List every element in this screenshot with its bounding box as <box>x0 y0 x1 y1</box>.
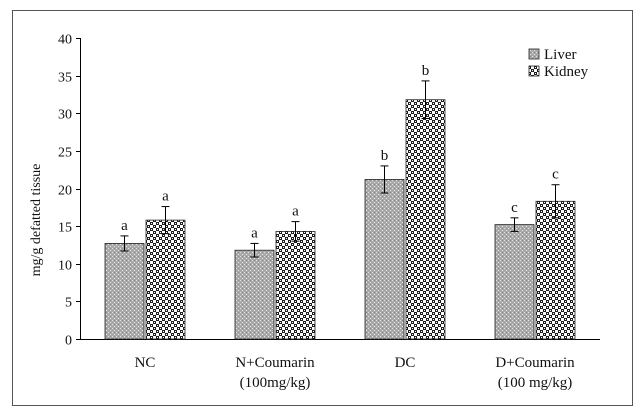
significance-label: a <box>251 225 258 241</box>
legend-label-liver: Liver <box>544 47 576 63</box>
y-tick-label: 25 <box>58 146 72 161</box>
y-tick-label: 15 <box>58 221 72 236</box>
bar-kidney <box>275 230 316 340</box>
bar-kidney <box>535 200 576 340</box>
significance-label: c <box>511 200 518 216</box>
significance-label: a <box>162 189 169 205</box>
y-tick-label: 20 <box>58 184 72 199</box>
error-bars <box>120 80 560 258</box>
significance-labels: a a a a b b c c <box>121 63 559 242</box>
bars <box>104 99 576 340</box>
category-label: (100mg/kg) <box>240 375 311 391</box>
legend-label-kidney: Kidney <box>544 64 589 80</box>
category-label: D+Coumarin <box>495 355 575 371</box>
y-tick-label: 5 <box>65 296 72 311</box>
bar-liver <box>364 179 405 340</box>
category-labels: NC N+Coumarin (100mg/kg) DC D+Coumarin (100 m… <box>135 355 576 391</box>
bar-kidney <box>145 219 186 340</box>
category-label: N+Coumarin <box>235 355 315 371</box>
y-tick-label: 10 <box>58 259 72 274</box>
y-tick-label: 35 <box>58 71 72 86</box>
y-tick-label: 30 <box>58 108 72 123</box>
y-tick-labels: 0 5 10 15 20 25 30 35 40 <box>58 33 72 349</box>
category-label: DC <box>395 355 416 371</box>
y-axis-label: mg/g defatted tissue <box>29 164 44 277</box>
bar-liver <box>104 243 145 340</box>
category-label: (100 mg/kg) <box>498 375 573 391</box>
bar-liver <box>234 249 275 340</box>
significance-label: c <box>552 167 559 183</box>
y-axis <box>76 38 600 340</box>
y-tick-label: 40 <box>58 33 72 48</box>
outer-frame <box>12 10 633 406</box>
significance-label: a <box>121 218 128 234</box>
significance-label: b <box>422 63 430 79</box>
bar-liver <box>494 224 535 340</box>
legend-swatch-kidney <box>528 65 540 77</box>
legend-swatch-liver <box>528 48 540 60</box>
significance-label: a <box>292 204 299 220</box>
significance-label: b <box>381 148 389 164</box>
bar-kidney <box>405 99 446 340</box>
y-tick-label: 0 <box>65 334 72 349</box>
category-label: NC <box>135 355 156 371</box>
